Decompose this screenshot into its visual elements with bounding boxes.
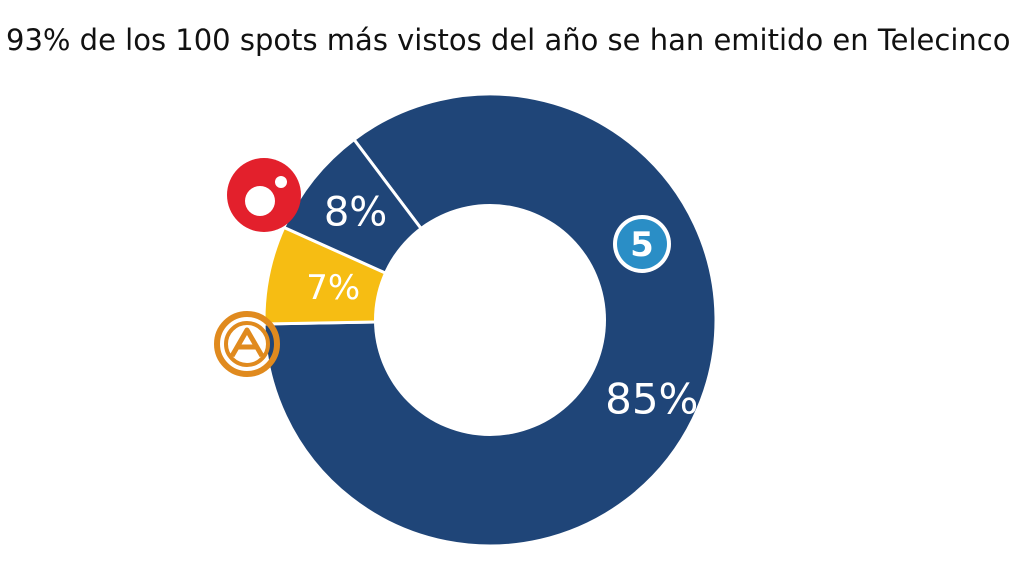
antena3-logo-icon: [214, 311, 280, 377]
chart-title: 93% de los 100 spots más vistos del año …: [6, 23, 1011, 57]
antena3-logo-ring: [214, 311, 280, 377]
slice-labels: 85% 7% 8%: [306, 190, 698, 424]
antena3-logo-inner-ring: [224, 321, 270, 367]
slice-label-telecinco: 85%: [605, 374, 698, 423]
slice-label-cuatro: 8%: [324, 190, 387, 236]
cuatro-logo-dot-small: [275, 176, 287, 188]
telecinco-logo-circle: [617, 219, 667, 269]
cuatro-logo-dot-large: [245, 186, 275, 216]
slice-label-antena-3: 7%: [306, 268, 360, 308]
cuatro-logo-icon: [227, 158, 301, 232]
telecinco-logo-icon: 5: [613, 215, 671, 273]
telecinco-logo-glyph: 5: [630, 225, 654, 265]
antena3-logo-letter: [229, 327, 265, 358]
donut-hole: [374, 204, 606, 436]
